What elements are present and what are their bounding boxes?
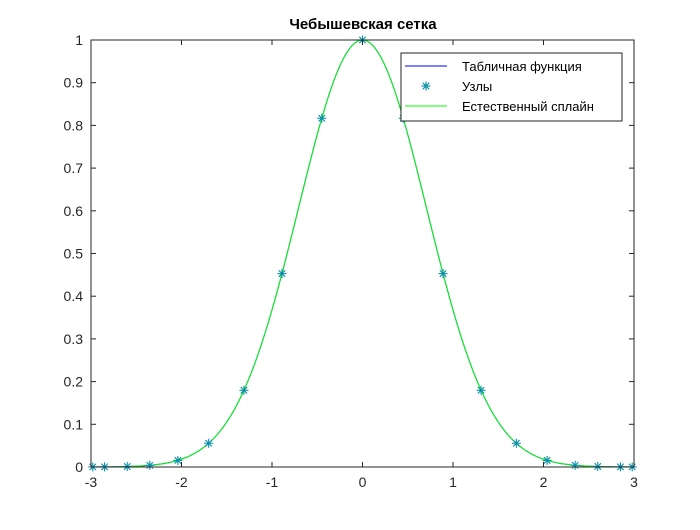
y-tick-label: 0.5 [64, 246, 84, 262]
x-tick-label: -1 [266, 474, 279, 490]
data-point [145, 460, 155, 470]
data-point [542, 455, 552, 465]
chart-title: Чебышевская сетка [289, 16, 437, 33]
x-tick-label: -2 [175, 474, 188, 490]
y-tick-label: 1 [75, 32, 83, 48]
y-tick-label: 0.1 [64, 416, 84, 432]
legend-box [400, 52, 623, 122]
y-tick-label: 0.4 [64, 288, 84, 304]
data-point [122, 461, 132, 471]
data-point [570, 460, 580, 470]
x-tick-label: 1 [449, 474, 457, 490]
data-point [204, 438, 214, 448]
y-tick-label: 0.6 [64, 203, 84, 219]
x-tick-label: 0 [359, 474, 367, 490]
data-point [438, 269, 448, 279]
x-tick-label: 3 [630, 474, 638, 490]
legend: Табличная функция Узлы Естественный сплайн [400, 52, 623, 122]
data-point [239, 385, 249, 395]
data-point [476, 385, 486, 395]
y-tick-label: 0 [75, 459, 83, 475]
data-point [317, 113, 327, 123]
legend-label: Естественный сплайн [462, 99, 594, 114]
x-tick-label: 2 [540, 474, 548, 490]
y-tick-label: 0.9 [64, 75, 84, 91]
data-point [593, 461, 603, 471]
y-tick-label: 0.8 [64, 117, 84, 133]
legend-label: Узлы [462, 79, 492, 94]
x-tick-label: -3 [85, 474, 98, 490]
y-tick-label: 0.2 [64, 374, 84, 390]
data-point [173, 455, 183, 465]
axes-layer: -3 -2 -1 0 1 2 3 0 0.1 0.2 0.3 0.4 0.5 0.6 0.7 0.8 0.9 1 [64, 32, 639, 490]
y-tick-label: 0.3 [64, 331, 84, 347]
data-point [277, 269, 287, 279]
data-point [511, 438, 521, 448]
y-tick-label: 0.7 [64, 160, 84, 176]
legend-marker [421, 81, 431, 91]
legend-label: Табличная функция [462, 59, 582, 74]
